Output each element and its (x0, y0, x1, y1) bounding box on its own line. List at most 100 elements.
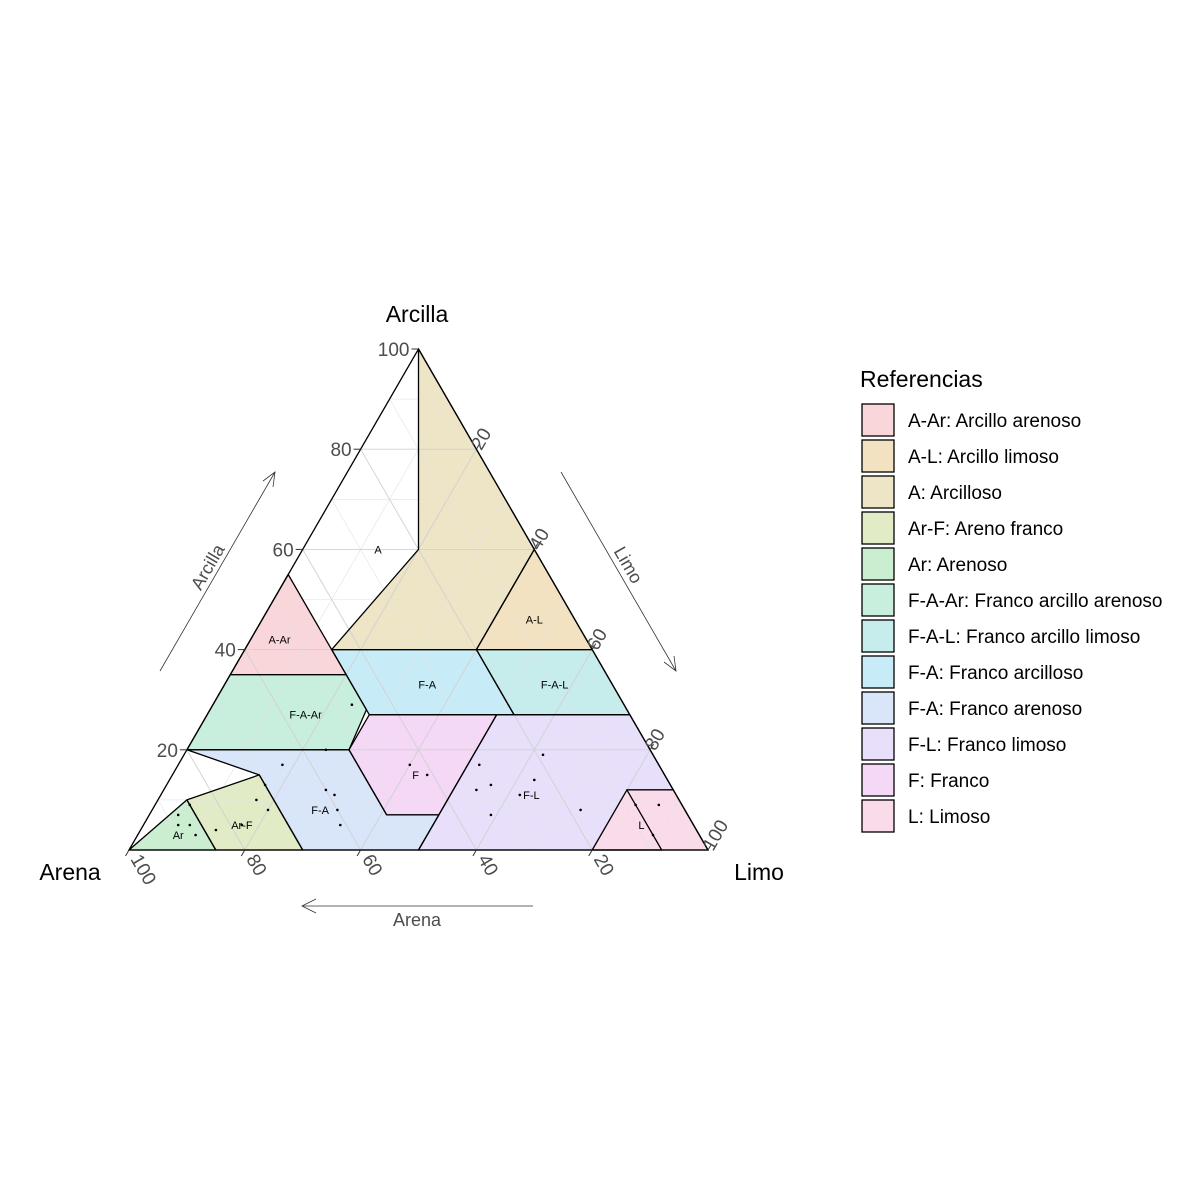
sample-point-8 (188, 803, 192, 807)
tick-label-arcilla-100: 100 (378, 340, 410, 361)
legend-swatch-8 (861, 691, 895, 725)
legend-item-label-0: A-Ar: Arcillo arenoso (908, 411, 1081, 432)
region-f-l-7 (418, 714, 674, 850)
grid-arena-10 (389, 398, 651, 851)
tick-mark-limo-40 (533, 543, 539, 550)
sample-point-16 (339, 823, 342, 827)
region-label-f-6: F (412, 770, 419, 782)
legend-item-label-10: F: Franco (908, 771, 989, 792)
sample-point-0 (350, 703, 354, 706)
tick-label-arcilla-20: 20 (157, 741, 178, 762)
arrow-label-arena: Arena (393, 910, 442, 930)
legend-swatch-5 (861, 583, 895, 617)
sample-point-27 (651, 833, 655, 837)
grid-arena-90 (157, 799, 188, 851)
region-f-a-ar-5 (186, 674, 367, 750)
legend-item-label-5: F-A-Ar: Franco arcillo arenoso (908, 591, 1162, 612)
tick-mark-arena-60 (356, 849, 362, 857)
region-f-6 (349, 714, 497, 815)
legend-swatch-10 (861, 763, 895, 797)
sample-point-9 (188, 823, 192, 827)
legend-swatch-0 (861, 403, 895, 437)
tick-label-arena-20: 20 (589, 851, 618, 880)
tick-label-arena-80: 80 (241, 851, 270, 880)
legend-item-label-4: Ar: Arenoso (908, 555, 1007, 576)
tick-label-arena-100: 100 (126, 851, 160, 889)
tick-label-arcilla-40: 40 (215, 641, 236, 662)
grid-arena-30 (331, 499, 535, 851)
tick-label-arena-60: 60 (357, 851, 386, 880)
legend-item-label-6: F-A-L: Franco arcillo limoso (908, 627, 1140, 648)
sample-point-21 (478, 763, 481, 767)
sample-point-19 (475, 788, 478, 792)
tick-label-arcilla-80: 80 (330, 440, 351, 461)
legend-swatch-1 (861, 439, 895, 473)
sample-point-10 (194, 833, 197, 837)
grid-limo-30 (302, 499, 506, 851)
sample-point-3 (263, 783, 267, 787)
region-label-ar-11: Ar (173, 830, 184, 842)
arrow-arena: Arena (301, 898, 533, 930)
legend-item-label-1: A-L: Arcillo limoso (908, 447, 1059, 468)
sample-point-25 (541, 753, 545, 757)
vertex-label-top: Arcilla (386, 301, 449, 327)
sample-point-13 (333, 793, 336, 797)
legend-swatch-6 (861, 619, 895, 653)
sample-point-7 (214, 828, 218, 832)
region-l-8 (592, 789, 708, 850)
region-label-a-0: A (374, 544, 382, 556)
region-label-f-a-9: F-A (311, 805, 329, 817)
legend-title: Referencias (860, 366, 983, 392)
tick-mark-limo-20 (475, 442, 481, 450)
grid-arena-50 (273, 599, 419, 851)
grid-limo-70 (534, 699, 622, 851)
sample-point-26 (579, 808, 582, 812)
legend-swatch-4 (861, 547, 895, 581)
region-label-f-a-l-4: F-A-L (541, 680, 569, 692)
legend-item-label-11: L: Limoso (908, 807, 990, 828)
sample-point-24 (533, 778, 536, 782)
legend-swatch-3 (861, 511, 895, 545)
sample-point-1 (324, 748, 328, 752)
region-label-a-l-1: A-L (526, 615, 543, 627)
points-layer (176, 703, 661, 837)
tick-mark-arena-40 (472, 849, 477, 857)
legend-swatch-7 (861, 655, 895, 689)
sample-point-12 (176, 823, 180, 827)
legend-swatch-9 (861, 727, 895, 761)
sample-point-4 (255, 798, 258, 802)
grid-limo-60 (476, 649, 593, 851)
tick-mark-limo-80 (649, 743, 655, 751)
region-label-ar-f-10: Ar-F (231, 820, 253, 832)
region-label-a-ar-2: A-Ar (269, 635, 291, 647)
sample-point-17 (408, 763, 412, 767)
sample-point-18 (425, 773, 429, 777)
arrow-label-arcilla: Arcilla (187, 540, 229, 593)
tick-mark-arena-80 (240, 849, 246, 857)
legend-swatch-2 (861, 475, 895, 509)
legend-item-label-2: A: Arcilloso (908, 483, 1002, 504)
tick-label-arena-40: 40 (473, 851, 502, 880)
tick-mark-limo-100 (707, 843, 712, 851)
legend-item-label-3: Ar-F: Areno franco (908, 519, 1063, 540)
region-f-a-3 (331, 649, 514, 715)
sample-point-20 (489, 813, 493, 817)
region-label-l-8: L (638, 820, 644, 832)
region-label-f-l-7: F-L (523, 790, 540, 802)
sample-point-28 (657, 803, 661, 807)
legend-swatch-11 (861, 799, 895, 833)
sample-point-22 (489, 783, 493, 787)
legend-item-label-7: F-A: Franco arcilloso (908, 663, 1083, 684)
sample-point-14 (324, 788, 328, 792)
sample-point-11 (176, 813, 180, 817)
region-label-f-a-3: F-A (418, 680, 436, 692)
grid-limo-90 (649, 799, 680, 851)
sample-point-2 (281, 763, 284, 767)
legend-item-label-9: F-L: Franco limoso (908, 735, 1066, 756)
vertex-label-left: Arena (39, 859, 101, 885)
region-label-f-a-ar-5: F-A-Ar (289, 710, 322, 722)
grid-arena-80 (186, 749, 246, 851)
tick-mark-limo-60 (591, 643, 597, 650)
sample-point-6 (240, 823, 244, 827)
